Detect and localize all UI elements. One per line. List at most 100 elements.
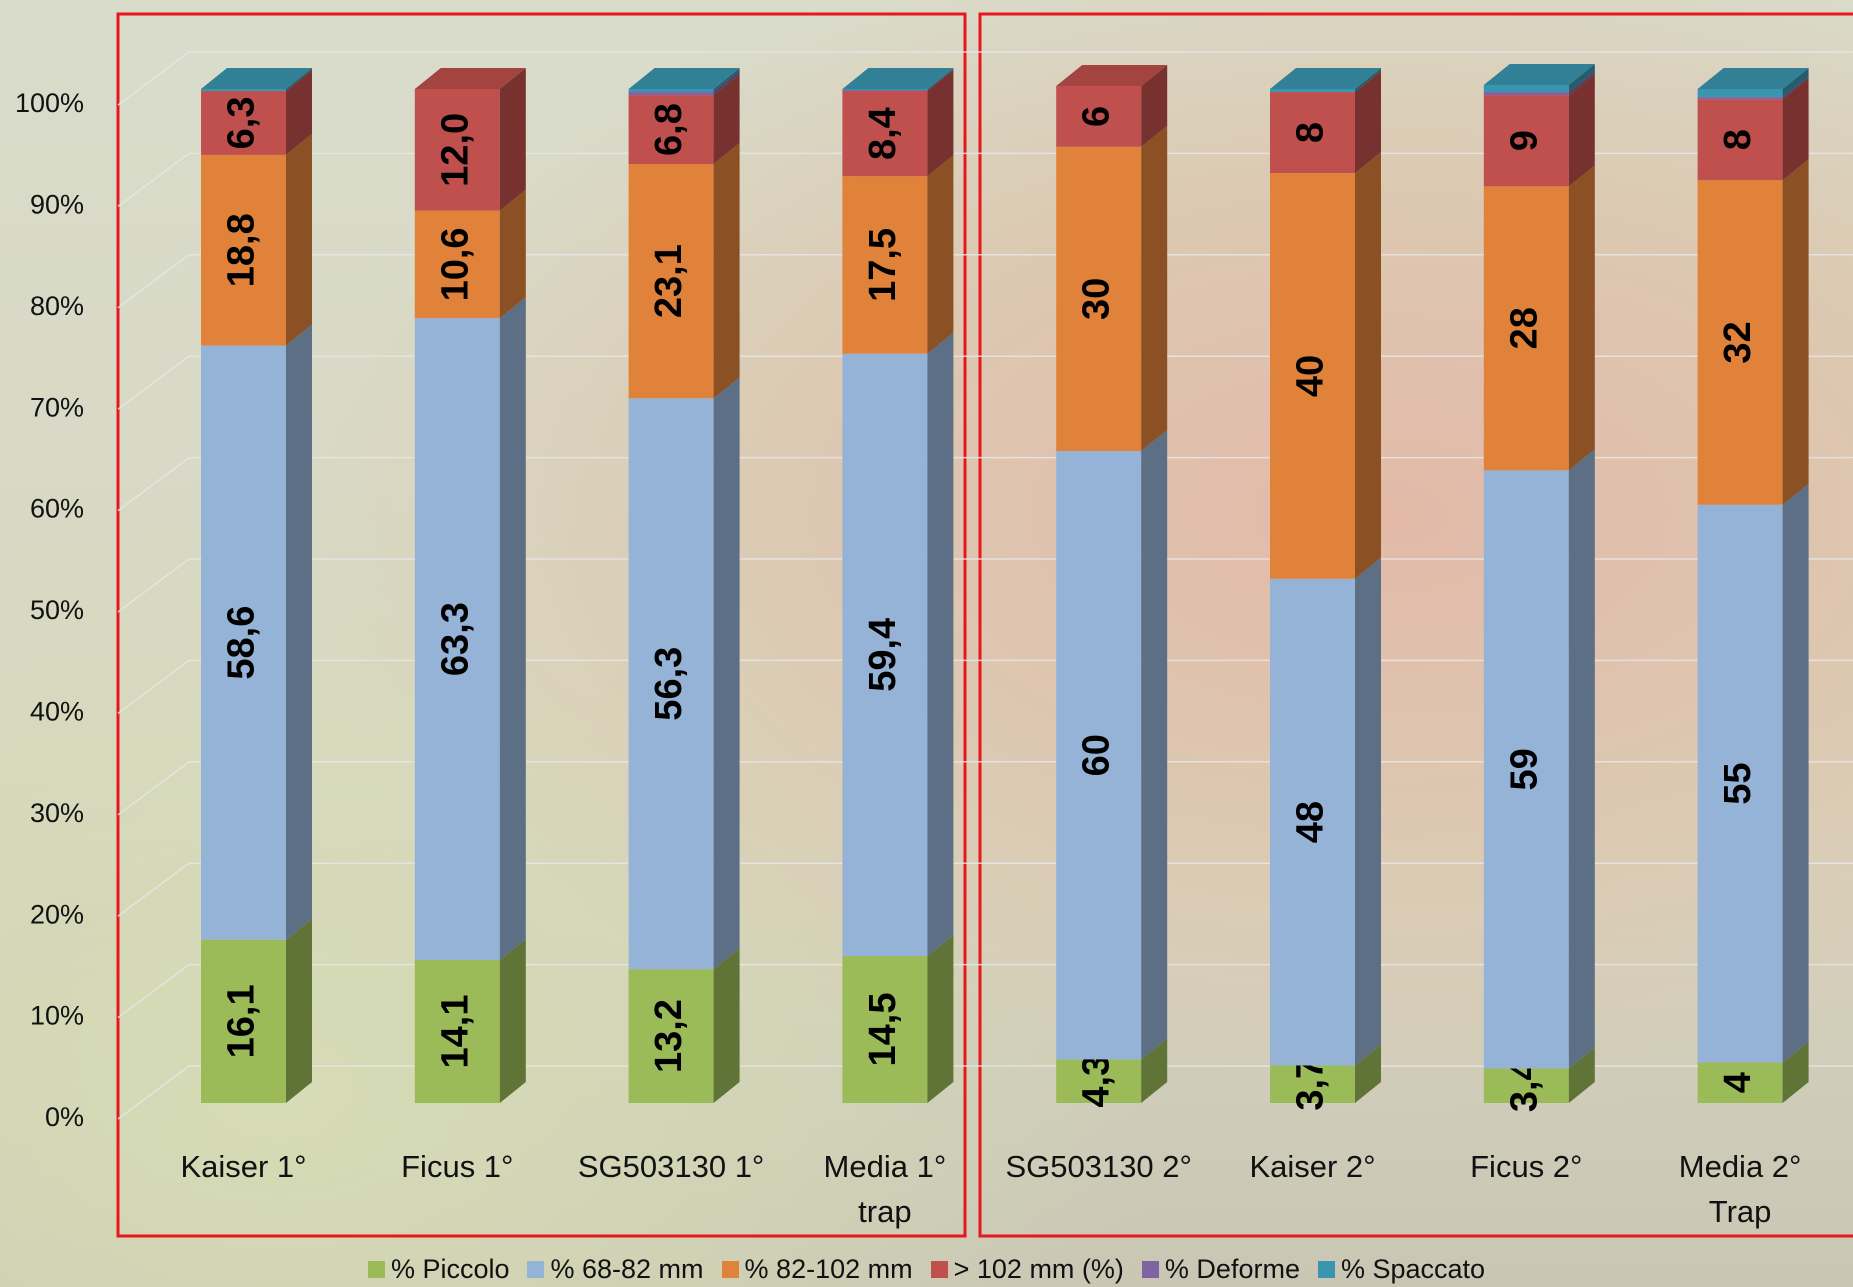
x-tick-label: Kaiser 2°	[1249, 1149, 1376, 1184]
bar-side	[499, 939, 526, 1103]
y-tick-label: 80%	[30, 291, 84, 321]
bar-side	[1355, 71, 1381, 174]
bar-side	[713, 377, 740, 970]
bar-segment	[628, 969, 714, 1103]
bar-top	[201, 68, 312, 89]
legend-item: % 82-102 mm	[721, 1254, 913, 1285]
bar-segment	[201, 91, 286, 155]
bar-segment	[842, 176, 928, 354]
group-frame	[978, 12, 1853, 1238]
bar-side	[1141, 64, 1168, 147]
legend-item: % Piccolo	[367, 1254, 509, 1285]
legend-swatch	[721, 1261, 739, 1278]
value-label: 32	[1717, 321, 1759, 363]
bar-side	[1568, 74, 1595, 187]
bar-segment	[628, 398, 714, 970]
bar-segment	[1483, 95, 1569, 187]
bar-segment	[1483, 186, 1569, 471]
bar-side	[499, 297, 526, 961]
y-tick-label: 90%	[30, 190, 84, 220]
bar-top	[1056, 64, 1168, 86]
value-label: 10,6	[434, 227, 476, 301]
group-frame	[116, 12, 967, 1238]
bar-side	[713, 71, 740, 96]
bar-side	[1782, 159, 1809, 505]
legend-swatch	[527, 1261, 545, 1278]
bar-segment	[1697, 97, 1783, 100]
bar-segment	[842, 89, 928, 91]
bar-side	[1782, 483, 1809, 1063]
bar-side	[1568, 71, 1595, 96]
bar-segment	[1483, 470, 1569, 1069]
bar-side	[927, 69, 954, 92]
y-tick-label: 60%	[30, 494, 84, 524]
x-tick-label: Ficus 2°	[1470, 1149, 1583, 1184]
bar-side	[1141, 1038, 1168, 1103]
bar-side	[1782, 78, 1809, 181]
bar-side	[927, 70, 954, 177]
bar-top	[1483, 63, 1595, 85]
bar-segment	[842, 353, 928, 956]
bar-segment	[1056, 1059, 1142, 1103]
value-label: 56,3	[648, 647, 690, 721]
value-label: 17,5	[862, 228, 904, 302]
x-tick-label: Media 1° trap	[823, 1149, 947, 1229]
bar-side	[1782, 1041, 1809, 1103]
bar-segment	[628, 89, 714, 93]
bar-segment	[1056, 450, 1142, 1060]
bar-segment	[414, 318, 500, 961]
bar-segment	[1270, 92, 1355, 174]
value-label: 23,1	[648, 244, 690, 318]
bar-side	[286, 324, 312, 940]
legend-label: % Deforme	[1164, 1254, 1300, 1284]
y-tick-label: 0%	[45, 1102, 84, 1132]
x-tick-label: SG503130 2°	[1005, 1149, 1192, 1184]
bar-side	[927, 332, 954, 956]
bar-side	[286, 918, 312, 1103]
bar-segment	[1270, 89, 1355, 93]
bar-segment	[1697, 180, 1783, 505]
bar-segment	[1697, 504, 1783, 1063]
bar-side	[1355, 152, 1381, 579]
bar-side	[286, 68, 312, 92]
bar-segment	[1056, 146, 1142, 451]
bar-side	[1568, 165, 1595, 471]
bar-segment	[414, 960, 500, 1103]
y-tick-label: 10%	[30, 1001, 84, 1031]
bar-segment	[1483, 84, 1569, 93]
value-label: 3,7	[1290, 1058, 1332, 1111]
value-label: 55	[1717, 762, 1759, 804]
bar-segment	[628, 92, 714, 96]
bar-side	[713, 68, 740, 93]
x-tick-label: SG503130 1°	[577, 1149, 765, 1184]
value-label: 14,1	[434, 995, 476, 1069]
bar-side	[713, 948, 740, 1103]
value-label: 4	[1717, 1072, 1759, 1093]
y-tick-label: 20%	[30, 899, 84, 929]
value-label: 6	[1076, 106, 1118, 127]
bar-side	[927, 68, 954, 91]
y-tick-label: 30%	[30, 798, 84, 828]
bar-side	[499, 68, 526, 211]
value-label: 30	[1076, 278, 1118, 320]
value-label: 6,3	[221, 97, 263, 150]
bar-segment	[842, 955, 928, 1103]
value-label: 6,8	[648, 103, 690, 156]
bar-segment	[414, 210, 500, 319]
bar-side	[1782, 76, 1809, 100]
bar-side	[1568, 1047, 1595, 1103]
y-tick-label: 100%	[15, 88, 84, 118]
legend-item: % Spaccato	[1317, 1254, 1485, 1285]
y-tick-label: 50%	[30, 595, 84, 625]
bar-segment	[842, 91, 928, 177]
bar-top	[414, 68, 526, 89]
bar-segment	[414, 89, 500, 211]
legend-item: > 102 mm (%)	[930, 1254, 1124, 1285]
value-label: 4,3	[1076, 1055, 1118, 1108]
bar-side	[1355, 1044, 1381, 1103]
legend-item: % Deforme	[1141, 1254, 1300, 1285]
bar-segment	[1697, 99, 1783, 181]
x-tick-label: Ficus 1°	[401, 1149, 514, 1184]
